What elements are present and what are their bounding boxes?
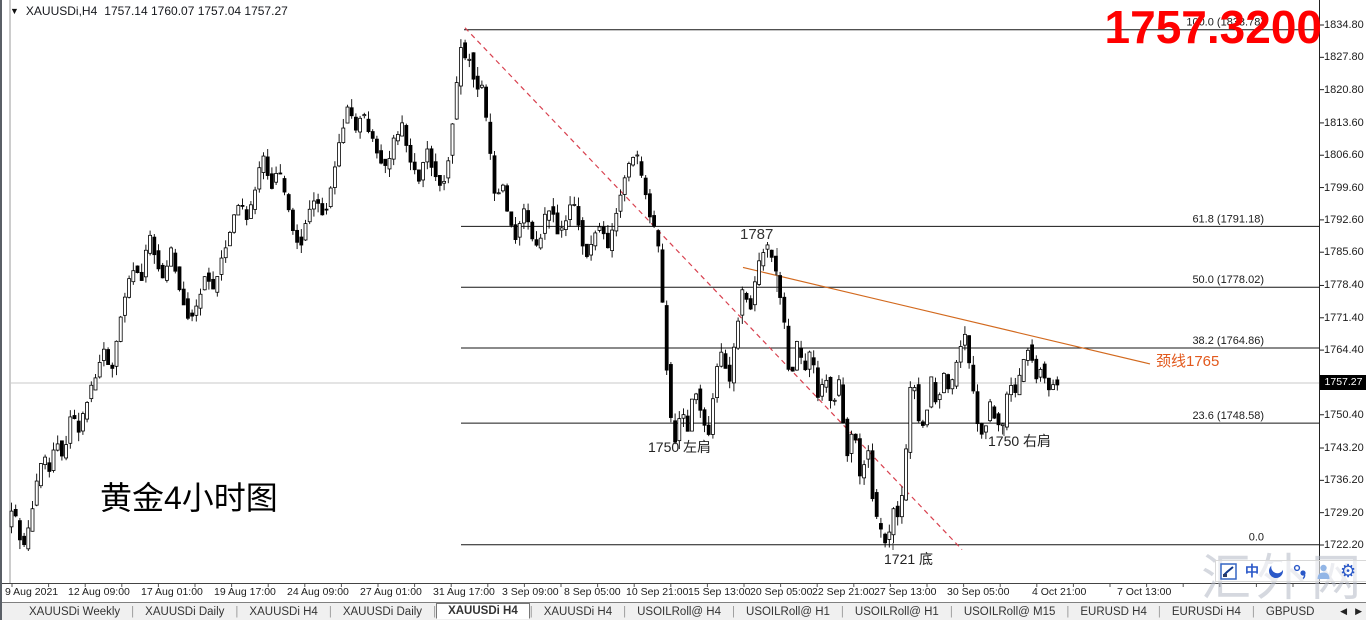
chart-tab-xauusdi-daily[interactable]: XAUUSDi Daily — [342, 605, 423, 618]
price-axis-label: 1743.20 — [1324, 442, 1364, 454]
chart-tab-xauusdi-h4[interactable]: XAUUSDi H4 — [249, 605, 318, 618]
chart-tab-usoilroll-h4[interactable]: USOILRoll@ H4 — [637, 605, 722, 618]
right-shoulder-annotation: 1750 右肩 — [988, 433, 1052, 449]
price-axis-label: 1792.60 — [1324, 213, 1364, 226]
time-axis-label: 27 Aug 01:00 — [360, 586, 422, 598]
fib-label: 0.0 — [1249, 532, 1264, 544]
time-axis-label: 15 Sep 13:00 — [688, 586, 751, 598]
current-price-tag: 1757.27 — [1320, 375, 1366, 391]
peak-1787-annotation: 1787 — [740, 226, 774, 243]
time-axis-label: 24 Aug 09:00 — [287, 586, 349, 598]
time-axis-label: 10 Sep 21:00 — [626, 586, 689, 598]
chart-tab-usoilroll-h1[interactable]: USOILRoll@ H1 — [746, 605, 830, 618]
time-axis-label: 22 Sep 21:00 — [812, 586, 875, 598]
symbol-ohlc: 1757.14 1760.07 1757.04 1757.27 — [104, 4, 288, 18]
chart-tab-xauusdi-h4[interactable]: XAUUSDi H4 — [543, 605, 613, 618]
price-axis-label: 1722.20 — [1324, 538, 1364, 551]
time-axis-label: 7 Oct 13:00 — [1117, 586, 1172, 598]
price-axis-label: 1799.60 — [1324, 181, 1364, 194]
tab-separator: | — [1157, 605, 1161, 618]
tab-separator: | — [1066, 605, 1070, 618]
price-axis-label: 1813.60 — [1324, 116, 1364, 129]
chart-expander-icon[interactable]: ▼ — [10, 6, 19, 16]
tabs-scroll-right-icon[interactable]: ▶ — [1355, 606, 1362, 616]
moon-icon[interactable] — [1267, 562, 1285, 580]
time-axis-label: 30 Sep 05:00 — [947, 586, 1010, 598]
chart-tab-xauusdi-daily[interactable]: XAUUSDi Daily — [145, 605, 225, 618]
time-axis-label: 8 Sep 05:00 — [564, 586, 621, 598]
tab-separator: | — [235, 605, 239, 618]
left-shoulder-annotation: 1750 左肩 — [648, 439, 712, 455]
neckline-annotation: 颈线1765 — [1156, 353, 1220, 370]
tab-separator: | — [433, 605, 437, 618]
chart-tabs-bar: XAUUSDi Weekly | XAUUSDi Daily | XAUUSDi H4 |… — [2, 602, 1366, 620]
tab-separator: | — [1251, 605, 1255, 618]
chart-tab-gbpusd[interactable]: GBPUSD — [1265, 605, 1315, 618]
tab-separator: | — [131, 605, 135, 618]
checkbox-icon[interactable] — [1220, 562, 1237, 580]
tab-separator: | — [529, 605, 533, 618]
fib-label: 50.0 (1778.02) — [1192, 274, 1264, 286]
time-axis-label: 12 Aug 09:00 — [68, 586, 130, 598]
price-axis-label: 1771.40 — [1324, 311, 1364, 324]
price-axis-label: 1820.80 — [1324, 83, 1364, 96]
time-axis-label: 17 Aug 01:00 — [141, 586, 203, 598]
tab-separator: | — [732, 605, 736, 618]
tab-separator: | — [328, 605, 332, 618]
chart-tab-usoilroll-h1[interactable]: USOILRoll@ H1 — [854, 605, 939, 618]
dots-icon[interactable] — [1293, 563, 1307, 579]
gear-icon[interactable]: ⚙ — [1340, 561, 1357, 581]
fib-label: 23.6 (1748.58) — [1192, 410, 1264, 422]
symbol-name: XAUUSDi,H4 — [25, 4, 98, 18]
time-axis-label: 20 Sep 05:00 — [750, 586, 813, 598]
trendline-descending-resistance — [464, 27, 963, 551]
time-axis-label: 27 Sep 13:00 — [874, 586, 937, 598]
person-icon[interactable] — [1315, 563, 1332, 580]
price-axis-label: 1827.80 — [1324, 51, 1364, 64]
big-price-display: 1757.3200 — [1104, 1, 1322, 53]
chart-tab-xauusdi-h4[interactable]: XAUUSDi H4 — [436, 602, 530, 619]
language-icon[interactable]: 中 — [1245, 563, 1259, 579]
trendline-neckline-1765 — [742, 266, 1151, 365]
symbol-info: ▼ XAUUSDi,H4 1757.14 1760.07 1757.04 175… — [10, 4, 288, 18]
bottom-1721-annotation: 1721 底 — [884, 551, 934, 567]
price-axis-label: 1785.60 — [1324, 246, 1364, 259]
tabs-scroll-left-icon[interactable]: ◀ — [1340, 606, 1348, 616]
quick-toolbar: 中 ⚙ — [1215, 560, 1366, 582]
time-axis-label: 19 Aug 17:00 — [214, 586, 276, 598]
candlesticks — [9, 39, 1060, 551]
chart-tab-xauusdi-weekly[interactable]: XAUUSDi Weekly — [29, 605, 121, 618]
price-axis-label: 1750.40 — [1324, 408, 1364, 421]
fib-label: 100.0 (1833.78) — [1186, 17, 1264, 29]
fib-label: 61.8 (1791.18) — [1192, 213, 1264, 225]
time-axis-label: 9 Aug 2021 — [5, 586, 59, 598]
price-axis-label: 1834.80 — [1324, 19, 1364, 31]
price-axis-label: 1729.20 — [1324, 506, 1364, 519]
time-axis-label: 31 Aug 17:00 — [433, 586, 495, 598]
tab-separator: | — [840, 605, 844, 618]
fib-label: 38.2 (1764.86) — [1192, 335, 1264, 347]
time-axis-label: 4 Oct 21:00 — [1032, 586, 1087, 598]
chart-tab-eurusdi-h4[interactable]: EURUSDi H4 — [1171, 605, 1241, 618]
time-axis-label: 3 Sep 09:00 — [502, 586, 559, 598]
chart-tab-usoilroll-m15[interactable]: USOILRoll@ M15 — [963, 605, 1056, 618]
price-axis-label: 1736.20 — [1324, 474, 1364, 487]
price-axis-label: 1806.60 — [1324, 149, 1364, 162]
chart-tab-eurusd-h4[interactable]: EURUSD H4 — [1080, 605, 1147, 618]
chart-title-annotation: 黄金4小时图 — [100, 480, 278, 516]
tab-separator: | — [623, 605, 627, 618]
price-axis-label: 1778.40 — [1324, 279, 1364, 292]
tab-separator: | — [949, 605, 953, 618]
price-axis-label: 1764.40 — [1324, 344, 1364, 357]
time-axis[interactable]: 9 Aug 2021 12 Aug 09:00 17 Aug 01:00 19 Aug… — [2, 584, 1366, 602]
